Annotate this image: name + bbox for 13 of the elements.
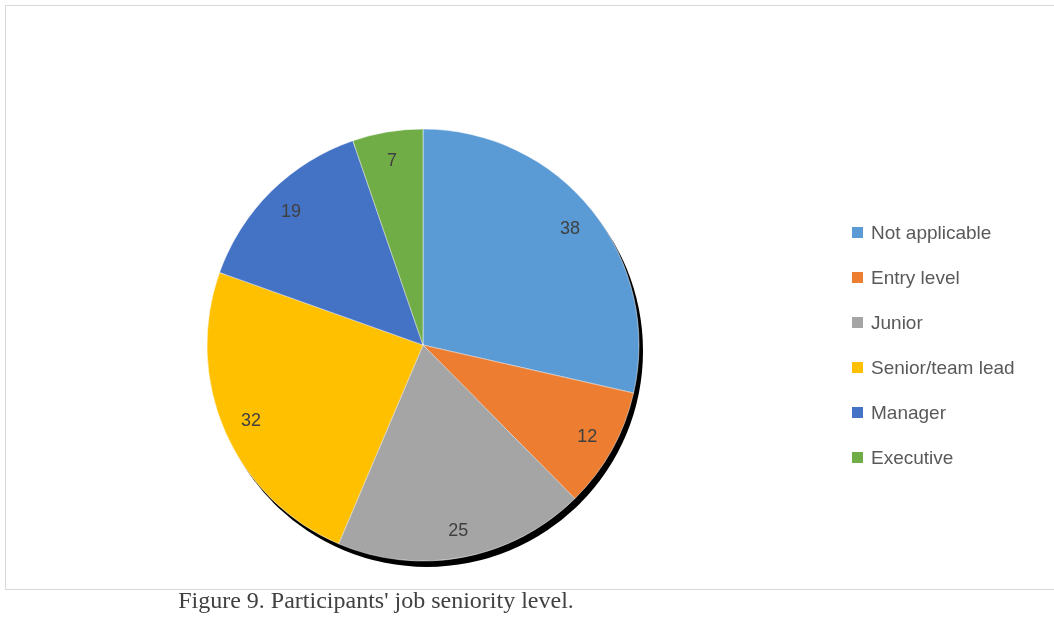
legend-label: Executive bbox=[871, 446, 954, 468]
data-label: 32 bbox=[240, 410, 261, 431]
legend-label: Junior bbox=[871, 311, 924, 333]
data-label: 19 bbox=[280, 201, 301, 222]
legend-label: Senior/team lead bbox=[871, 356, 1015, 378]
data-label: 38 bbox=[559, 217, 580, 238]
data-label: 12 bbox=[577, 426, 598, 447]
legend-label: Manager bbox=[871, 401, 947, 423]
data-label: 25 bbox=[448, 519, 469, 540]
legend-label: Not applicable bbox=[871, 221, 992, 243]
caption: Figure 9. Participants' job seniority level. bbox=[178, 587, 574, 613]
legend-label: Entry level bbox=[871, 266, 960, 288]
data-label: 7 bbox=[387, 149, 398, 170]
